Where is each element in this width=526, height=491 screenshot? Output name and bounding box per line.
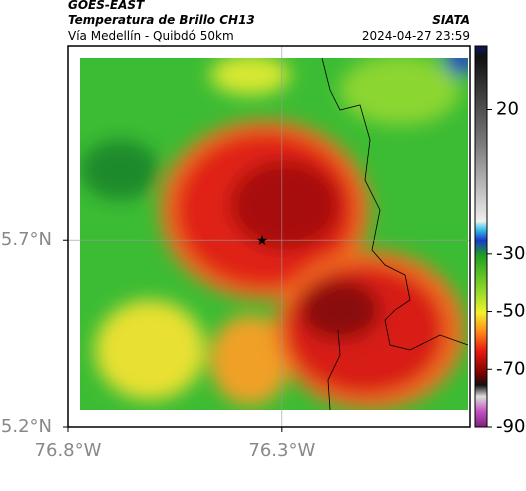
colorbar-tick-label: -50 [496, 301, 525, 322]
timestamp: 2024-04-27 23:59 [362, 29, 470, 43]
org: SIATA [432, 13, 470, 27]
colorbar-tick-label: -70 [496, 358, 525, 379]
brightness-field [80, 58, 468, 410]
city-marker: ★ [256, 233, 269, 249]
x-tick-label: 76.3°W [248, 440, 315, 461]
y-tick-label: 5.2°N [1, 416, 52, 437]
route: Vía Medellín - Quibdó 50km [68, 29, 234, 43]
title: Temperatura de Brillo CH13 [68, 13, 255, 27]
source: GOES-EAST [68, 0, 145, 12]
colorbar [474, 45, 488, 428]
x-tick-label: 76.8°W [35, 440, 102, 461]
boundary [321, 57, 469, 411]
colorbar-tick-label: -30 [496, 243, 525, 264]
colorbar-tick-label: 20 [496, 99, 519, 120]
map-frame [67, 45, 471, 428]
colorbar-tick-label: -90 [496, 416, 525, 437]
y-tick-label: 5.7°N [1, 229, 52, 250]
